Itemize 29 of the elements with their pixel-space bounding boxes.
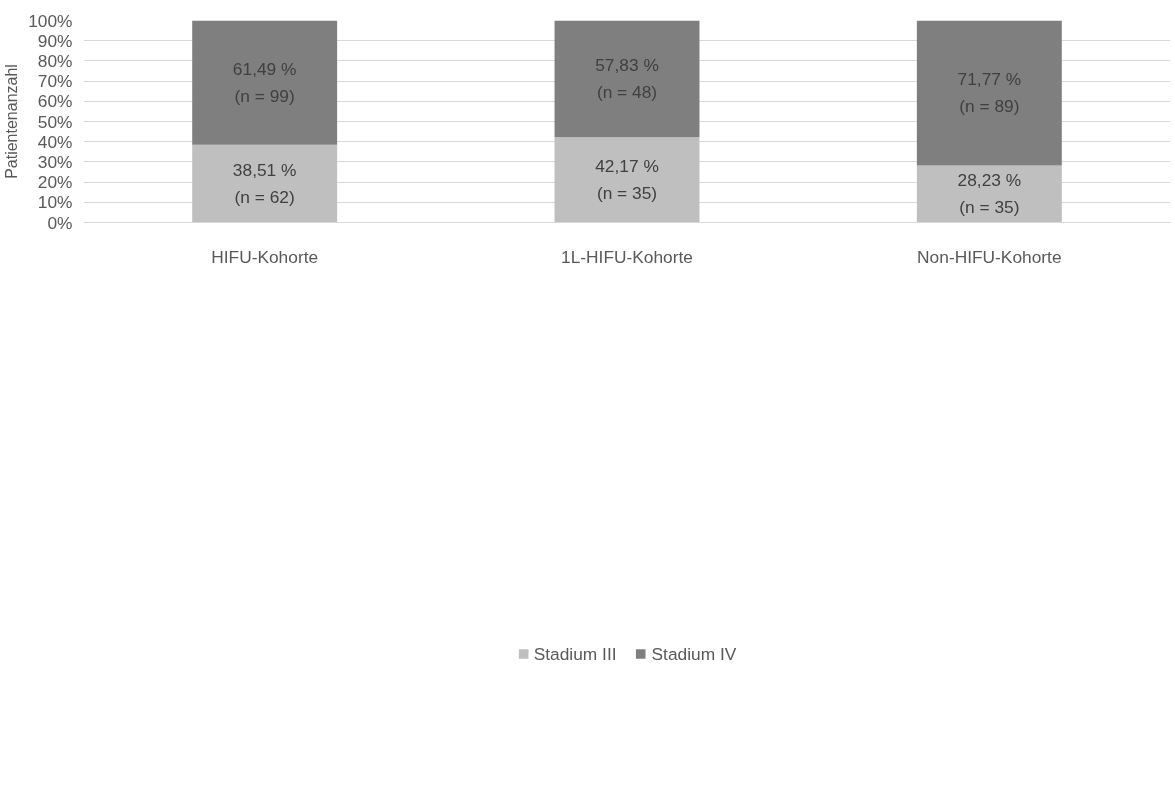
y-tick-label: 20% <box>37 172 73 193</box>
data-label: 71,77 % (n = 89) <box>957 69 1022 117</box>
y-tick-label: 70% <box>37 71 73 92</box>
x-tick-label: HIFU-Kohorte <box>211 246 319 267</box>
y-tick-label: 10% <box>37 192 73 213</box>
legend-label: Stadium III <box>533 643 617 665</box>
y-tick-label: 0% <box>47 212 73 233</box>
x-tick-label: 1L-HIFU-Kohorte <box>561 246 693 267</box>
data-label: 57,83 % (n = 48) <box>595 55 659 103</box>
bar <box>192 20 338 145</box>
data-label: 61,49 % (n = 99) <box>232 59 297 107</box>
bar <box>916 20 1062 166</box>
y-tick-label: 40% <box>37 131 73 152</box>
y-tick-label: 60% <box>37 91 73 112</box>
legend-label: Stadium IV <box>651 643 737 665</box>
bar <box>192 144 338 223</box>
y-tick-label: 100% <box>28 10 73 31</box>
bar <box>554 20 700 138</box>
y-tick-label: 90% <box>37 30 73 51</box>
x-tick-label: Non-HIFU-Kohorte <box>917 246 1062 267</box>
bar <box>916 165 1062 223</box>
data-label: 28,23 % (n = 35) <box>957 170 1022 218</box>
data-label: 42,17 % (n = 35) <box>595 156 659 204</box>
bar <box>554 137 700 223</box>
data-label: 38,51 % (n = 62) <box>232 160 297 208</box>
y-tick-label: 30% <box>37 151 73 172</box>
y-tick-label: 50% <box>37 111 73 132</box>
y-axis-title: Patientenanzahl <box>3 64 21 179</box>
y-tick-label: 80% <box>37 50 73 71</box>
